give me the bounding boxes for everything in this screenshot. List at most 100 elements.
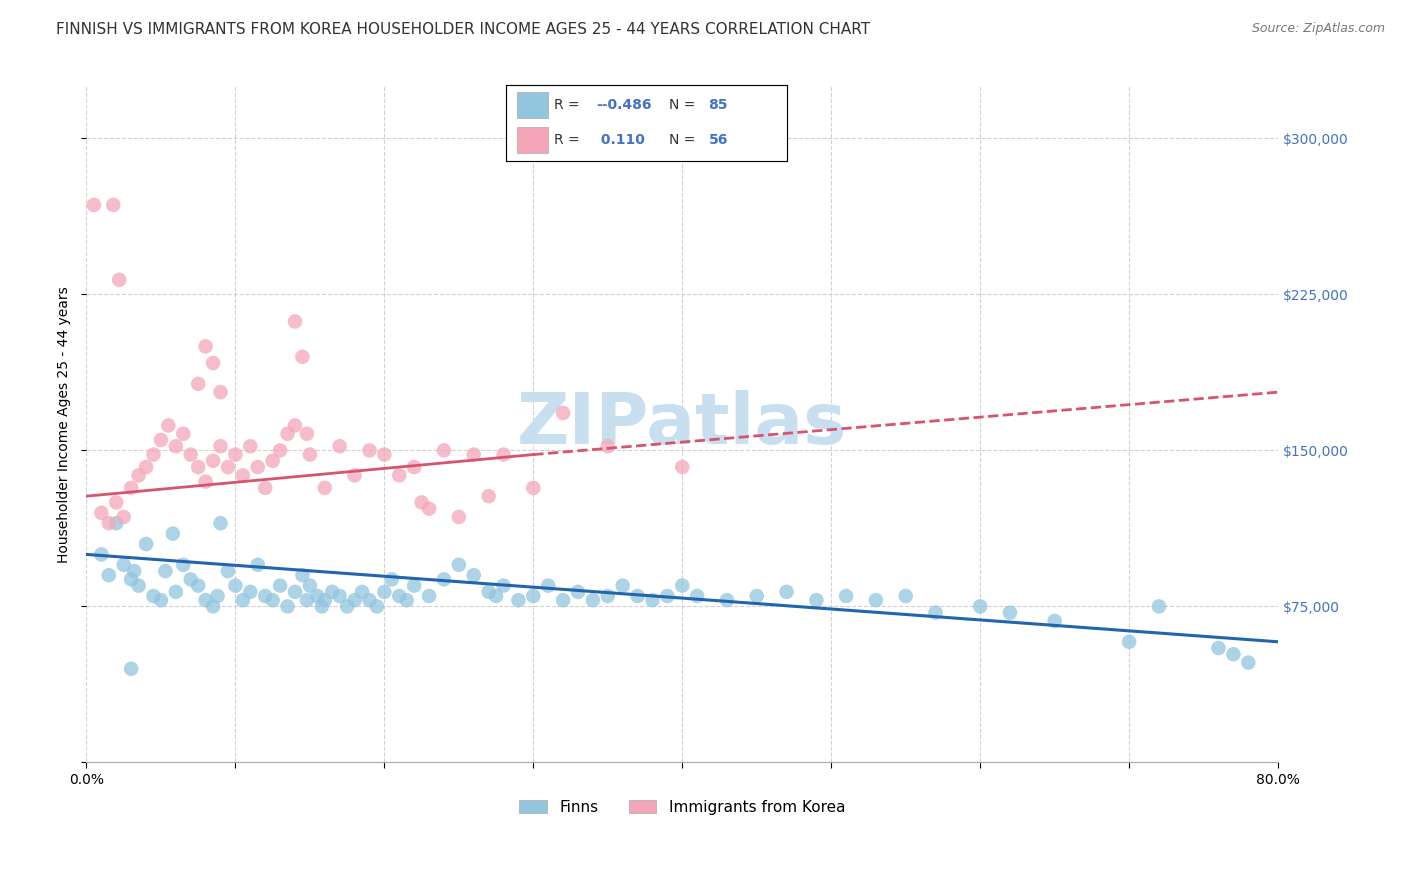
Point bbox=[350, 585, 373, 599]
Point bbox=[969, 599, 991, 614]
Point bbox=[157, 418, 180, 433]
Text: 85: 85 bbox=[709, 98, 728, 112]
Point bbox=[463, 568, 485, 582]
Point bbox=[246, 558, 269, 572]
Point bbox=[254, 481, 277, 495]
Point bbox=[112, 510, 135, 524]
Point bbox=[463, 448, 485, 462]
Text: --0.486: --0.486 bbox=[596, 98, 651, 112]
Point bbox=[404, 579, 426, 593]
Point bbox=[329, 439, 352, 453]
Point bbox=[103, 198, 125, 212]
Point bbox=[924, 606, 946, 620]
Point bbox=[232, 593, 254, 607]
Point bbox=[686, 589, 709, 603]
Point bbox=[209, 385, 232, 400]
Point bbox=[142, 448, 165, 462]
Text: N =: N = bbox=[669, 98, 700, 112]
Point bbox=[284, 418, 307, 433]
Point bbox=[1147, 599, 1170, 614]
Point bbox=[716, 593, 738, 607]
Point bbox=[373, 585, 395, 599]
Point bbox=[128, 579, 150, 593]
Point bbox=[745, 589, 768, 603]
Point bbox=[865, 593, 887, 607]
Point bbox=[411, 495, 433, 509]
Point bbox=[295, 426, 318, 441]
Point bbox=[321, 585, 343, 599]
Point bbox=[194, 593, 217, 607]
Text: Source: ZipAtlas.com: Source: ZipAtlas.com bbox=[1251, 22, 1385, 36]
Point bbox=[1237, 656, 1260, 670]
Point bbox=[202, 599, 225, 614]
Point bbox=[90, 506, 112, 520]
Point bbox=[262, 454, 284, 468]
Point bbox=[90, 548, 112, 562]
Point bbox=[120, 662, 142, 676]
Point bbox=[567, 585, 589, 599]
Point bbox=[194, 475, 217, 489]
Point bbox=[112, 558, 135, 572]
Point bbox=[209, 439, 232, 453]
Point bbox=[553, 406, 575, 420]
Text: ZIPatlas: ZIPatlas bbox=[517, 390, 848, 458]
Point bbox=[194, 339, 217, 353]
Point bbox=[998, 606, 1021, 620]
Point bbox=[329, 589, 352, 603]
Point bbox=[671, 460, 693, 475]
Point bbox=[128, 468, 150, 483]
Point bbox=[1043, 614, 1066, 628]
Point bbox=[492, 579, 515, 593]
Point bbox=[97, 516, 120, 531]
Point bbox=[295, 593, 318, 607]
Point bbox=[172, 558, 194, 572]
Point bbox=[254, 589, 277, 603]
Point bbox=[359, 593, 381, 607]
Point bbox=[447, 558, 470, 572]
Point bbox=[224, 579, 246, 593]
Point bbox=[366, 599, 388, 614]
Point bbox=[284, 314, 307, 328]
Text: 0.110: 0.110 bbox=[596, 133, 645, 147]
Point bbox=[1118, 634, 1140, 648]
Point bbox=[657, 589, 679, 603]
Point bbox=[217, 460, 239, 475]
Point bbox=[537, 579, 560, 593]
Point bbox=[165, 585, 187, 599]
Point bbox=[1222, 647, 1244, 661]
Bar bbox=[517, 128, 548, 153]
Point bbox=[105, 495, 128, 509]
Point bbox=[433, 443, 456, 458]
Text: N =: N = bbox=[669, 133, 700, 147]
Point bbox=[291, 568, 314, 582]
Point bbox=[381, 573, 404, 587]
Point bbox=[522, 589, 544, 603]
Point bbox=[202, 356, 225, 370]
Point bbox=[277, 426, 299, 441]
Point bbox=[97, 568, 120, 582]
Y-axis label: Householder Income Ages 25 - 44 years: Householder Income Ages 25 - 44 years bbox=[58, 286, 72, 563]
Point bbox=[239, 585, 262, 599]
Point bbox=[388, 468, 411, 483]
Point bbox=[149, 433, 172, 447]
Text: R =: R = bbox=[554, 98, 583, 112]
Point bbox=[395, 593, 418, 607]
Point bbox=[835, 589, 858, 603]
Point bbox=[202, 454, 225, 468]
Point bbox=[775, 585, 797, 599]
Point bbox=[108, 273, 131, 287]
Point bbox=[894, 589, 917, 603]
Point bbox=[671, 579, 693, 593]
Point bbox=[217, 564, 239, 578]
Point bbox=[806, 593, 828, 607]
Point bbox=[485, 589, 508, 603]
Point bbox=[269, 579, 291, 593]
Point bbox=[388, 589, 411, 603]
Point bbox=[508, 593, 530, 607]
Bar bbox=[517, 93, 548, 118]
Point bbox=[232, 468, 254, 483]
Point bbox=[373, 448, 395, 462]
Text: 56: 56 bbox=[709, 133, 728, 147]
Point bbox=[291, 350, 314, 364]
Legend: Finns, Immigrants from Korea: Finns, Immigrants from Korea bbox=[512, 792, 852, 822]
